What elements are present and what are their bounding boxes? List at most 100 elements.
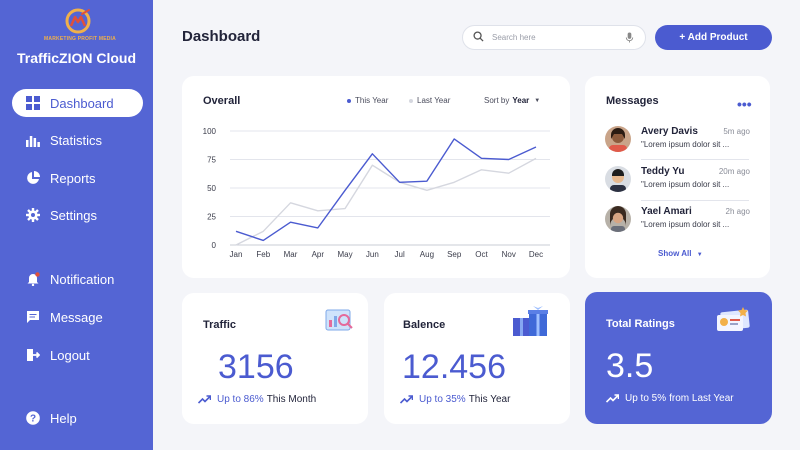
x-tick-label: May xyxy=(338,250,353,259)
x-tick-label: Apr xyxy=(312,250,325,259)
legend-last-year: Last Year xyxy=(409,96,450,105)
svg-text:?: ? xyxy=(30,414,36,425)
total-ratings-card: Total Ratings 3.5 Up to 5% from Last Yea… xyxy=(585,292,772,424)
stat-trend: Up to 86% This Month xyxy=(198,394,316,405)
trend-percent: Up to 86% xyxy=(217,394,264,405)
bell-icon xyxy=(26,272,40,286)
y-tick-label: 75 xyxy=(207,156,216,165)
y-tick-label: 0 xyxy=(212,241,217,250)
x-tick-label: Jul xyxy=(395,250,405,259)
logo-text: MARKETING PROFIT MEDIA xyxy=(44,36,116,42)
sender-name: Teddy Yu xyxy=(641,166,685,177)
chat-icon xyxy=(26,310,40,324)
sidebar: MARKETING PROFIT MEDIA TrafficZION Cloud… xyxy=(0,0,153,450)
bar-chart-icon xyxy=(26,133,40,147)
sidebar-item-logout[interactable]: Logout xyxy=(12,341,143,369)
avatar xyxy=(605,126,631,152)
overall-card: Overall This Year Last Year Sort by Year… xyxy=(182,76,570,278)
help-icon: ? xyxy=(26,411,40,425)
avatar xyxy=(605,166,631,192)
add-product-button[interactable]: + Add Product xyxy=(655,25,772,50)
legend-dot-last-year xyxy=(409,98,413,103)
balance-card: Balence 12.456 Up to 35% This Year xyxy=(384,293,570,424)
sidebar-item-label: Reports xyxy=(50,170,96,186)
x-tick-label: Sep xyxy=(447,250,462,259)
overall-title: Overall xyxy=(203,95,241,107)
x-tick-label: Aug xyxy=(420,250,434,259)
sort-dropdown[interactable]: Sort by Year ▼ xyxy=(484,96,540,105)
x-tick-label: Jan xyxy=(230,250,243,259)
traffic-card: Traffic 3156 Up to 86% This Month xyxy=(182,293,368,424)
trend-suffix: This Year xyxy=(468,394,511,405)
sidebar-item-help[interactable]: ? Help xyxy=(12,404,143,432)
sidebar-item-label: Help xyxy=(50,410,77,426)
legend-label: This Year xyxy=(355,96,389,105)
sidebar-item-reports[interactable]: Reports xyxy=(12,164,143,192)
overall-line-chart: 0 25 50 75 100 Jan Feb Mar Apr May Jun Jul Aug Sep Oct… xyxy=(203,127,550,259)
sidebar-item-label: Settings xyxy=(50,207,97,223)
caret-down-icon: ▼ xyxy=(534,97,541,104)
sidebar-item-message[interactable]: Message xyxy=(12,303,143,331)
trend-up-icon xyxy=(400,395,413,404)
sender-name: Avery Davis xyxy=(641,126,698,137)
brand-logo xyxy=(65,8,91,34)
message-time: 5m ago xyxy=(723,127,750,136)
sidebar-item-dashboard[interactable]: Dashboard xyxy=(12,89,143,117)
stat-label: Traffic xyxy=(203,319,237,331)
trend-suffix: This Month xyxy=(266,394,317,405)
message-item[interactable]: Teddy Yu 20m ago "Lorem ipsum dolor sit … xyxy=(605,164,755,194)
messages-card: Messages ••• Avery Davis 5m ago "Lorem i… xyxy=(585,76,770,278)
messages-title: Messages xyxy=(606,95,659,107)
message-preview: "Lorem ipsum dolor sit ... xyxy=(641,140,730,149)
sidebar-item-label: Message xyxy=(50,309,103,325)
divider xyxy=(641,159,749,160)
more-options-icon[interactable]: ••• xyxy=(737,96,752,112)
search-bar[interactable] xyxy=(462,25,646,50)
search-icon xyxy=(473,29,484,47)
app-name: TrafficZION Cloud xyxy=(17,50,136,66)
stat-trend: Up to 5% from Last Year xyxy=(606,393,734,404)
x-tick-label: Dec xyxy=(529,250,543,259)
gear-icon xyxy=(26,208,40,222)
trend-suffix: from Last Year xyxy=(669,393,734,404)
stat-value: 12.456 xyxy=(402,348,506,386)
sidebar-item-statistics[interactable]: Statistics xyxy=(12,126,143,154)
show-all-label: Show All xyxy=(658,249,692,258)
traffic-analytics-icon xyxy=(325,309,353,331)
avatar xyxy=(605,206,631,232)
divider xyxy=(641,200,749,201)
series-line-this-year xyxy=(235,138,537,242)
x-tick-label: Mar xyxy=(284,250,298,259)
sidebar-item-settings[interactable]: Settings xyxy=(12,201,143,229)
trend-percent: Up to 35% xyxy=(419,394,466,405)
sidebar-item-label: Logout xyxy=(50,347,90,363)
message-preview: "Lorem ipsum dolor sit ... xyxy=(641,220,730,229)
message-item[interactable]: Yael Amari 2h ago "Lorem ipsum dolor sit… xyxy=(605,204,755,234)
microphone-icon[interactable] xyxy=(624,32,635,43)
sidebar-item-notification[interactable]: Notification xyxy=(12,265,143,293)
stat-label: Total Ratings xyxy=(606,318,675,330)
show-all-link[interactable]: Show All ▼ xyxy=(658,249,703,258)
trend-up-icon xyxy=(198,395,211,404)
rating-card-icon xyxy=(717,307,750,331)
pie-chart-icon xyxy=(26,171,40,185)
stat-trend: Up to 35% This Year xyxy=(400,394,510,405)
trend-up-icon xyxy=(606,394,619,403)
legend-this-year: This Year xyxy=(347,96,388,105)
caret-down-icon: ▼ xyxy=(696,252,703,258)
x-tick-label: Feb xyxy=(256,250,270,259)
sender-name: Yael Amari xyxy=(641,206,692,217)
legend-dot-this-year xyxy=(347,98,351,103)
message-time: 2h ago xyxy=(725,207,750,216)
stat-value: 3.5 xyxy=(606,347,654,385)
search-input[interactable] xyxy=(492,33,612,42)
y-tick-label: 50 xyxy=(207,184,216,193)
message-preview: "Lorem ipsum dolor sit ... xyxy=(641,180,730,189)
message-item[interactable]: Avery Davis 5m ago "Lorem ipsum dolor si… xyxy=(605,124,755,154)
sort-prefix: Sort by xyxy=(484,96,510,105)
stat-label: Balence xyxy=(403,319,446,331)
sort-value: Year xyxy=(512,96,530,105)
page-title: Dashboard xyxy=(182,28,261,45)
y-tick-label: 100 xyxy=(203,127,217,136)
x-tick-label: Jun xyxy=(366,250,379,259)
